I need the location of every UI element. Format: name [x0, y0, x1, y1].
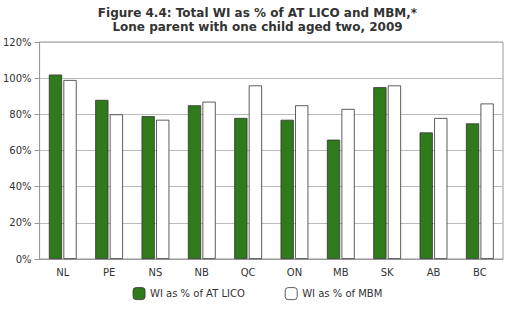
svg-text:0%: 0% — [16, 254, 32, 265]
svg-text:MB: MB — [333, 267, 349, 278]
svg-text:WI as % of MBM: WI as % of MBM — [302, 288, 382, 299]
svg-text:120%: 120% — [3, 37, 32, 48]
svg-text:NS: NS — [149, 267, 163, 278]
svg-text:AB: AB — [427, 267, 441, 278]
svg-text:BC: BC — [473, 267, 487, 278]
svg-text:60%: 60% — [9, 145, 31, 156]
svg-text:NL: NL — [56, 267, 69, 278]
svg-text:100%: 100% — [3, 73, 32, 84]
svg-text:80%: 80% — [9, 109, 31, 120]
svg-text:SK: SK — [381, 267, 394, 278]
svg-text:QC: QC — [241, 267, 256, 278]
svg-text:Lone parent with one child age: Lone parent with one child aged two, 200… — [112, 20, 402, 34]
svg-text:PE: PE — [103, 267, 115, 278]
svg-text:40%: 40% — [9, 181, 31, 192]
svg-text:Figure 4.4: Total WI as % of A: Figure 4.4: Total WI as % of AT LICO and… — [98, 6, 418, 20]
svg-text:NB: NB — [195, 267, 209, 278]
svg-text:WI as % of AT LICO: WI as % of AT LICO — [150, 288, 245, 299]
svg-text:ON: ON — [287, 267, 302, 278]
svg-text:20%: 20% — [9, 217, 31, 228]
